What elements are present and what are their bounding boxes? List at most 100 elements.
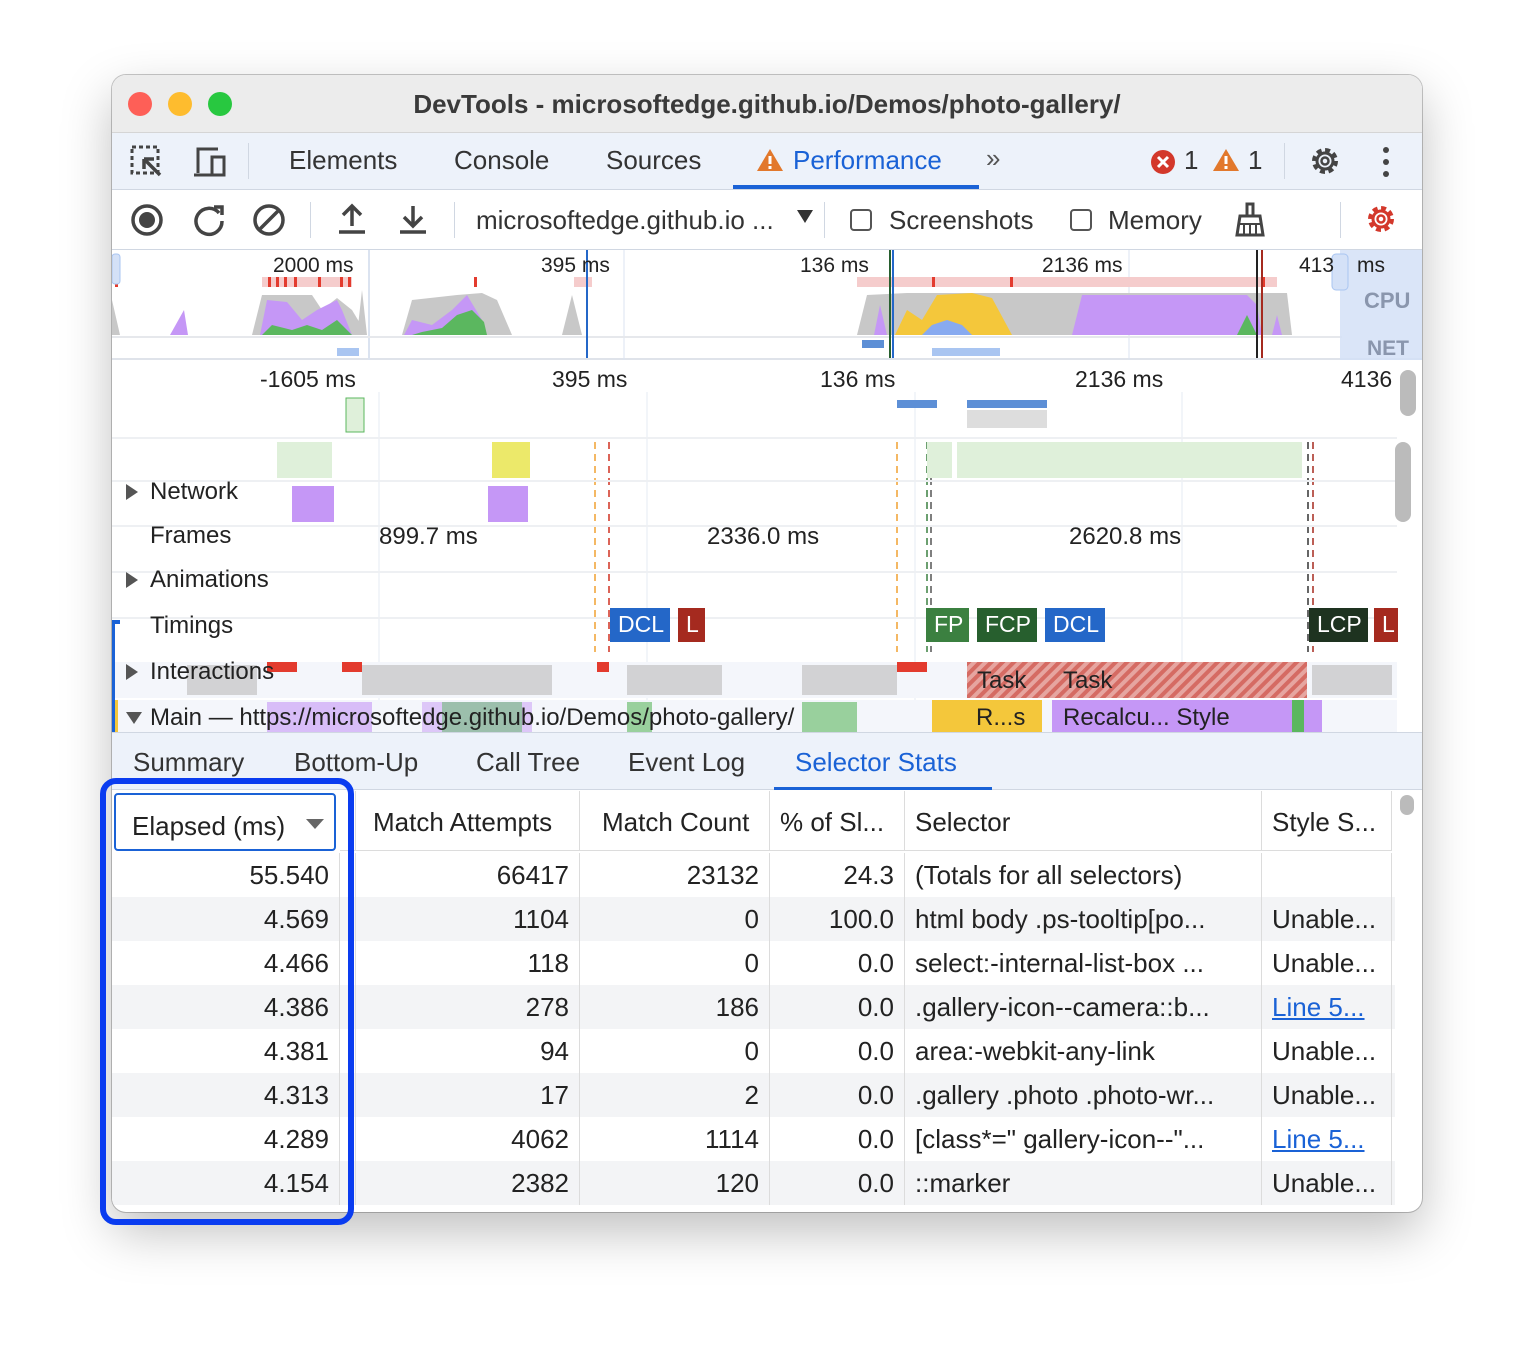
stylesheet-link[interactable]: Line 5... — [1272, 1124, 1365, 1154]
tab-bottom-up[interactable]: Bottom-Up — [294, 747, 419, 777]
table-row[interactable]: 4.154 2382 120 0.0::marker Unable... — [112, 1161, 1395, 1205]
settings-gear-icon[interactable] — [1308, 144, 1342, 178]
column-header-match-attempts[interactable]: Match Attempts — [356, 791, 580, 851]
screenshots-label[interactable]: Screenshots — [889, 205, 1034, 235]
close-window-button[interactable] — [128, 92, 152, 116]
cell-percent-slow: 0.0 — [770, 1117, 905, 1161]
track-timings: Timings — [150, 612, 234, 639]
timing-marker-lcp[interactable]: LCP — [1309, 608, 1368, 642]
warning-count[interactable]: 1 — [1248, 145, 1263, 175]
cell-style-sheet: Unable... — [1262, 1029, 1392, 1073]
column-header-selector[interactable]: Selector — [905, 791, 1262, 851]
ruler-scrollbar[interactable] — [1400, 370, 1416, 416]
record-icon[interactable] — [130, 203, 164, 237]
download-profile-icon[interactable] — [397, 202, 429, 236]
column-header-style-sheet[interactable]: Style S... — [1262, 791, 1392, 851]
selector-stats-table: Elapsed (ms) Match Attempts Match Count … — [112, 791, 1395, 1212]
cell-selector: .gallery-icon--camera::b... — [905, 985, 1262, 1029]
overview-time-label: ms — [1357, 254, 1385, 277]
timing-marker-load[interactable]: L — [1374, 608, 1398, 642]
cell-percent-slow: 24.3 — [770, 853, 905, 897]
timing-marker-fcp[interactable]: FCP — [977, 608, 1037, 642]
cell-match-attempts: 17 — [356, 1073, 580, 1117]
cell-percent-slow: 0.0 — [770, 941, 905, 985]
task-block[interactable]: Task — [1063, 667, 1113, 694]
target-select[interactable]: microsoftedge.github.io ... — [476, 205, 774, 235]
clear-icon[interactable] — [252, 203, 286, 237]
error-count[interactable]: 1 — [1184, 145, 1199, 175]
overview-time-label: 2136 ms — [1042, 254, 1123, 277]
timing-marker-fp[interactable]: FP — [926, 608, 970, 642]
inspect-element-icon[interactable] — [130, 145, 164, 179]
tab-summary[interactable]: Summary — [133, 747, 245, 777]
track-network[interactable]: Network — [150, 478, 239, 505]
expand-animations-icon[interactable] — [126, 572, 138, 588]
table-row[interactable]: 4.386 278 186 0.0 .gallery-icon--camera::b..… — [112, 985, 1395, 1029]
task-block[interactable]: Task — [977, 667, 1027, 694]
tab-call-tree[interactable]: Call Tree — [476, 747, 581, 777]
upload-profile-icon[interactable] — [336, 202, 368, 236]
expand-interactions-icon[interactable] — [126, 664, 138, 680]
table-row[interactable]: 4.289 4062 1114 0.0 [class*=" gallery-icon--… — [112, 1117, 1395, 1161]
window-title: DevTools - microsoftedge.github.io/Demos… — [413, 89, 1121, 119]
screenshots-checkbox[interactable] — [850, 209, 872, 231]
table-row[interactable]: 4.381 94 0 0.0 area:-webkit-any-link Unable..… — [112, 1029, 1395, 1073]
cell-style-sheet: Unable... — [1262, 1161, 1392, 1205]
table-scrollbar[interactable] — [1400, 795, 1414, 815]
expand-network-icon[interactable] — [126, 484, 138, 500]
timing-marker-load[interactable]: L — [678, 608, 705, 642]
table-row[interactable]: 4.569 1104 0 100.0 html body .ps-tooltip[po.… — [112, 897, 1395, 941]
overview-time-label: 413 — [1299, 254, 1335, 277]
collect-garbage-icon[interactable] — [1234, 202, 1266, 238]
stylesheet-link[interactable]: Line 5... — [1272, 992, 1365, 1022]
tab-elements[interactable]: Elements — [289, 145, 398, 175]
track-animations[interactable]: Animations — [150, 566, 269, 593]
memory-label[interactable]: Memory — [1108, 205, 1202, 235]
device-toolbar-icon[interactable] — [192, 145, 228, 179]
cell-style-sheet — [1262, 853, 1392, 897]
track-interactions[interactable]: Interactions — [150, 658, 275, 685]
tab-console[interactable]: Console — [454, 145, 550, 175]
memory-checkbox[interactable] — [1070, 209, 1092, 231]
subtask-block[interactable]: Recalcu... Style — [1063, 704, 1230, 731]
tab-event-log[interactable]: Event Log — [628, 747, 746, 777]
collapse-main-icon[interactable] — [126, 712, 142, 724]
cell-match-count: 0 — [580, 1029, 770, 1073]
timeline-scrollbar[interactable] — [1395, 442, 1411, 522]
ruler-label: 136 ms — [820, 366, 896, 392]
warning-count-icon[interactable] — [1212, 147, 1240, 173]
cell-style-sheet: Line 5... — [1262, 985, 1392, 1029]
subtask-block[interactable]: R...s — [976, 704, 1026, 731]
table-row[interactable]: 4.313 17 2 0.0 .gallery .photo .photo-wr... U… — [112, 1073, 1395, 1117]
timeline-flamechart[interactable]: -1605 ms 395 ms 136 ms 2136 ms 4136 Netw… — [112, 362, 1422, 732]
tab-performance[interactable]: Performance — [793, 145, 942, 175]
cell-percent-slow: 0.0 — [770, 1161, 905, 1205]
cell-elapsed: 4.289 — [112, 1117, 340, 1161]
table-row[interactable]: 4.466 118 0 0.0 select:-internal-list-box ..… — [112, 941, 1395, 985]
tab-selector-stats[interactable]: Selector Stats — [795, 747, 957, 777]
frame-time: 899.7 ms — [379, 523, 478, 550]
more-tabs-chevron-icon[interactable]: » — [986, 143, 1001, 173]
timing-marker-dcl[interactable]: DCL — [610, 608, 671, 642]
cell-selector: (Totals for all selectors) — [905, 853, 1262, 897]
column-header-match-count[interactable]: Match Count — [580, 791, 770, 851]
more-options-icon[interactable] — [1378, 145, 1394, 179]
capture-settings-gear-icon[interactable] — [1364, 202, 1398, 236]
dropdown-arrow-icon — [797, 210, 813, 223]
maximize-window-button[interactable] — [208, 92, 232, 116]
cell-match-count: 186 — [580, 985, 770, 1029]
track-main[interactable]: Main — https://microsoftedge.github.io/D… — [150, 704, 795, 731]
column-header-percent-slow[interactable]: % of Sl... — [770, 791, 905, 851]
track-frames: Frames — [150, 522, 232, 549]
timeline-overview[interactable]: 2000 ms 395 ms 136 ms 2136 ms 413 ms CPU… — [112, 250, 1422, 360]
cpu-activity-chart — [112, 250, 1422, 360]
cell-match-count: 2 — [580, 1073, 770, 1117]
tab-sources[interactable]: Sources — [606, 145, 702, 175]
cell-style-sheet: Unable... — [1262, 1073, 1392, 1117]
timing-marker-dcl[interactable]: DCL — [1045, 608, 1106, 642]
column-header-elapsed[interactable]: Elapsed (ms) — [114, 793, 336, 851]
table-row[interactable]: 55.540 66417 23132 24.3 (Totals for all sele… — [112, 853, 1395, 897]
minimize-window-button[interactable] — [168, 92, 192, 116]
reload-record-icon[interactable] — [192, 203, 226, 237]
error-icon[interactable] — [1150, 149, 1176, 175]
